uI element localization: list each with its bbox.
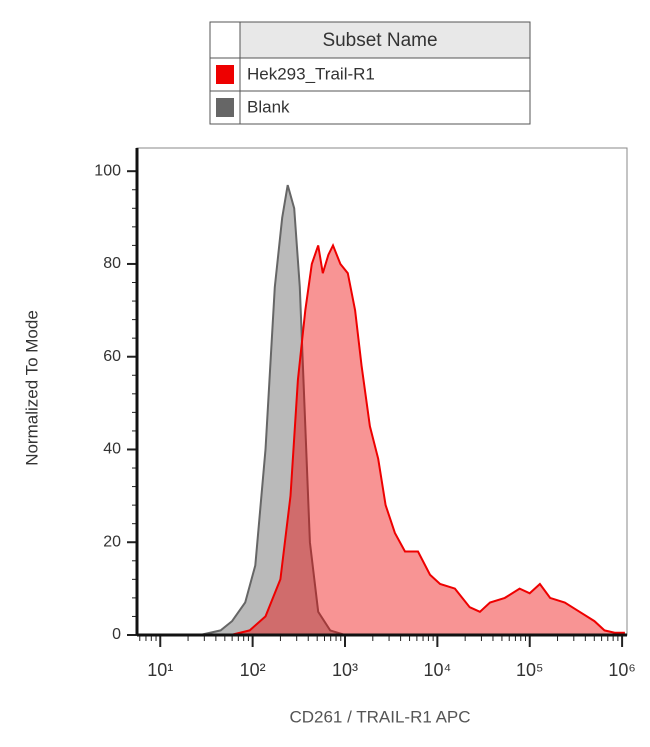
legend-label: Hek293_Trail-R1 <box>247 64 375 83</box>
y-axis-label: Normalized To Mode <box>22 310 41 466</box>
x-tick-label: 10² <box>240 660 266 680</box>
y-tick-label: 40 <box>103 441 121 458</box>
area-line <box>230 242 625 636</box>
x-tick-label: 10⁵ <box>516 660 543 680</box>
legend-swatch <box>216 65 234 84</box>
y-tick-label: 80 <box>103 255 121 272</box>
legend-title: Subset Name <box>322 30 437 51</box>
legend-swatch <box>216 98 234 117</box>
area-line <box>199 184 346 636</box>
x-tick-label: 10¹ <box>147 660 173 680</box>
legend-label: Blank <box>247 97 290 116</box>
legend-header <box>239 21 531 59</box>
x-tick-label: 10⁴ <box>423 660 451 680</box>
area-fill <box>230 245 625 635</box>
x-tick-label: 10⁶ <box>608 660 635 680</box>
y-tick-label: 20 <box>103 533 121 550</box>
x-tick-label: 10³ <box>332 660 358 680</box>
x-axis-label: CD261 / TRAIL-R1 APC <box>289 707 470 726</box>
legend: Subset Name <box>209 21 531 125</box>
y-tick-label: 0 <box>112 626 121 643</box>
y-tick-label: 100 <box>94 162 121 179</box>
y-tick-label: 60 <box>103 348 121 365</box>
